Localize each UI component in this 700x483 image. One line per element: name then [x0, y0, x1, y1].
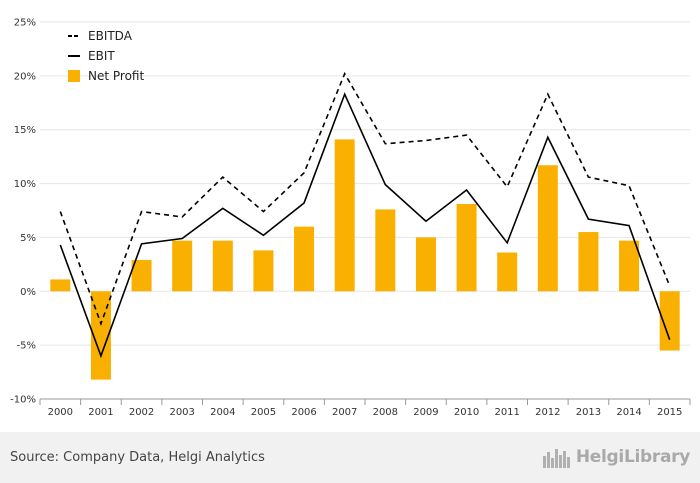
x-tick-label: 2012: [535, 407, 560, 418]
legend-swatch: [68, 70, 80, 82]
x-tick-label: 2007: [332, 407, 357, 418]
y-tick-label: 10%: [14, 179, 36, 190]
x-tick-label: 2008: [373, 407, 398, 418]
x-tick-label: 2014: [616, 407, 641, 418]
bar-net-profit: [131, 260, 152, 292]
line-ebit: [59, 92, 671, 359]
brand-name: HelgiLibrary: [575, 447, 690, 467]
y-tick-label: 20%: [14, 71, 36, 82]
bar-net-profit: [415, 237, 436, 292]
x-tick-label: 2003: [169, 407, 194, 418]
y-tick-label: 0%: [20, 287, 36, 298]
y-tick-label: -5%: [17, 341, 36, 352]
bar-net-profit: [334, 139, 355, 292]
bar-net-profit: [619, 240, 640, 292]
bar-net-profit: [172, 240, 193, 292]
y-tick-label: 5%: [20, 233, 36, 244]
bar-net-profit: [253, 250, 274, 292]
y-tick-label: 25%: [14, 18, 36, 29]
x-tick-label: 2011: [494, 407, 519, 418]
bar-net-profit: [659, 291, 680, 351]
x-tick-label: 2015: [657, 407, 682, 418]
x-tick-label: 2002: [129, 407, 154, 418]
footer: Source: Company Data, Helgi Analytics He…: [0, 432, 700, 483]
bar-net-profit: [497, 252, 518, 292]
net-profit-bars: [50, 139, 680, 380]
bar-net-profit: [50, 279, 71, 292]
x-tick-label: 2009: [413, 407, 438, 418]
legend-label: EBIT: [88, 49, 115, 63]
bar-net-profit: [212, 240, 233, 292]
legend-label: Net Profit: [88, 69, 144, 83]
x-tick-label: 2006: [291, 407, 316, 418]
bar-net-profit: [537, 165, 558, 292]
legend: EBITDA EBIT Net Profit: [68, 29, 144, 83]
city-skyline-icon: [542, 449, 570, 468]
legend-label: EBITDA: [88, 29, 133, 43]
x-tick-label: 2000: [48, 407, 73, 418]
x-tick-label: 2005: [251, 407, 276, 418]
x-tick-label: 2010: [454, 407, 479, 418]
bar-net-profit: [578, 232, 599, 292]
x-tick-label: 2004: [210, 407, 235, 418]
brand-logo: HelgiLibrary: [542, 446, 690, 468]
line-ebitda: [59, 71, 671, 326]
bar-net-profit: [294, 226, 315, 292]
bar-net-profit: [90, 291, 111, 380]
chart: 25% 20% 15% 10% 5% 0% -5% -10% 2000 2001 2002 2003 2…: [10, 18, 691, 418]
x-tick-label: 2013: [576, 407, 601, 418]
bar-net-profit: [456, 204, 477, 292]
y-tick-label: 15%: [14, 125, 36, 136]
x-tick-label: 2001: [88, 407, 113, 418]
y-tick-label: -10%: [10, 395, 36, 406]
axes: 25% 20% 15% 10% 5% 0% -5% -10% 2000 2001 2002 2003 2…: [10, 18, 691, 418]
source-note: Source: Company Data, Helgi Analytics: [10, 450, 265, 465]
bar-net-profit: [375, 209, 396, 292]
series-lines: [59, 71, 671, 359]
